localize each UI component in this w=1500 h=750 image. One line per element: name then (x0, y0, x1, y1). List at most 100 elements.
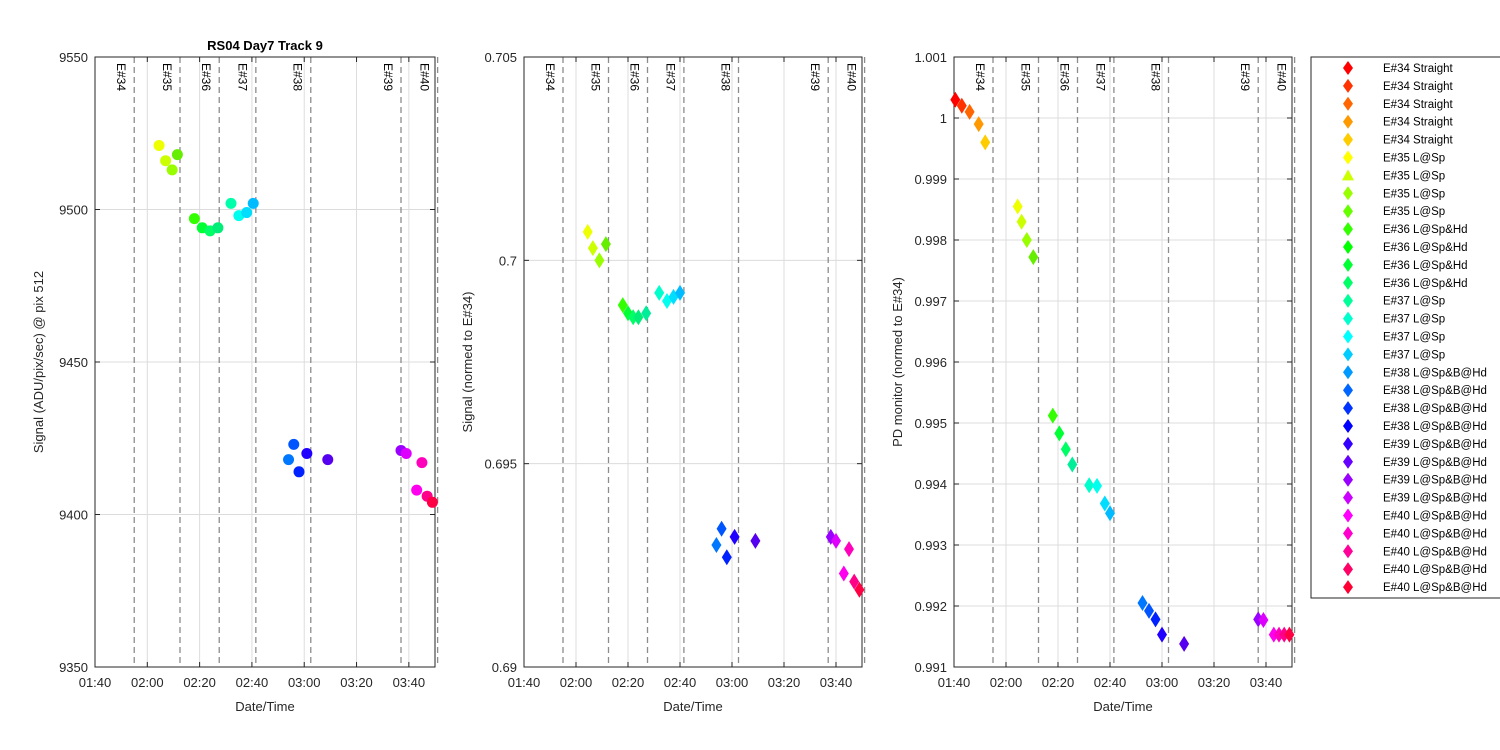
event-label: E#35 (1018, 63, 1032, 91)
data-point (1092, 477, 1102, 494)
legend-label: E#38 L@Sp&B@Hd (1383, 385, 1487, 397)
data-point (628, 309, 639, 326)
y-tick-label: 0.997 (914, 294, 947, 309)
x-tick-label: 02:20 (612, 675, 645, 690)
y-tick-label: 0.993 (914, 538, 947, 553)
legend-label: E#37 L@Sp (1383, 332, 1445, 344)
signal-normed-panel: E#34 E#35 E#36 E#37 E#38 E#39 E#40 01:40 02:00 02… (460, 50, 866, 714)
legend-label: E#35 L@Sp (1383, 206, 1445, 218)
event-label: E#38 (718, 63, 732, 91)
legend-marker (1343, 472, 1353, 487)
y-tick-label: 9350 (59, 660, 88, 675)
legend-marker (1343, 293, 1353, 308)
data-point (153, 139, 165, 151)
pd-monitor-panel: E#34 E#35 E#36 E#37 E#38 E#39 E#40 01:40 02:00 02… (890, 50, 1296, 714)
legend-marker (1343, 96, 1353, 111)
data-point (301, 448, 313, 459)
data-point (1150, 611, 1161, 628)
legend-label: E#39 L@Sp&B@Hd (1383, 475, 1487, 487)
data-point (1157, 626, 1167, 643)
event-label: E#34 (114, 63, 128, 91)
data-point (426, 496, 438, 508)
x-tick-label: 03:40 (820, 675, 853, 690)
legend-marker (1343, 580, 1353, 595)
y-axis-label: Signal (normed to E#34) (460, 292, 475, 433)
legend-label: E#36 L@Sp&Hd (1383, 242, 1468, 254)
y-tick-label: 0.996 (914, 355, 947, 370)
data-point (1279, 626, 1290, 643)
legend-label: E#34 Straight (1383, 117, 1453, 129)
legend-label: E#40 L@Sp&B@Hd (1383, 528, 1487, 540)
y-tick-label: 0.69 (492, 660, 517, 675)
legend-marker (1343, 114, 1353, 129)
legend-marker (1343, 275, 1353, 290)
legend-marker (1343, 454, 1353, 469)
x-tick-label: 01:40 (508, 675, 541, 690)
data-point (188, 213, 200, 225)
legend-label: E#39 L@Sp&B@Hd (1383, 439, 1487, 451)
data-point (711, 537, 722, 553)
data-point (750, 532, 761, 549)
data-point (166, 164, 178, 176)
data-point (582, 223, 593, 240)
event-label: E#39 (1238, 63, 1252, 91)
event-label: E#38 (291, 63, 305, 91)
data-point (225, 197, 237, 209)
legend-label: E#34 Straight (1383, 135, 1453, 147)
x-tick-label: 02:00 (990, 675, 1023, 690)
y-tick-label: 9500 (59, 203, 88, 218)
legend-marker (1343, 132, 1353, 147)
y-tick-label: 0.998 (914, 233, 947, 248)
legend-marker (1343, 365, 1353, 380)
data-point (956, 97, 967, 114)
y-tick-label: 0.7 (499, 253, 517, 268)
data-point (641, 305, 652, 322)
legend-label: E#34 Straight (1383, 99, 1453, 111)
y-tick-label: 0.995 (914, 416, 947, 431)
event-label: E#38 (1148, 63, 1162, 91)
data-point (980, 134, 991, 151)
data-point (400, 448, 412, 459)
legend-label: E#37 L@Sp (1383, 296, 1445, 308)
data-point (831, 532, 841, 549)
legend-label: E#36 L@Sp&Hd (1383, 278, 1468, 290)
legend-label: E#38 L@Sp&B@Hd (1383, 421, 1487, 433)
data-point (654, 284, 665, 301)
legend-marker (1343, 526, 1353, 541)
event-label: E#40 (844, 63, 858, 91)
legend-box (1310, 56, 1500, 599)
data-point (838, 565, 849, 582)
x-tick-label: 03:00 (1146, 675, 1179, 690)
legend-marker (1343, 329, 1353, 344)
event-label: E#36 (627, 63, 641, 91)
x-tick-label: 02:40 (664, 675, 697, 690)
x-axis-label: Date/Time (1093, 699, 1152, 714)
event-label: E#34 (973, 63, 987, 91)
legend-label: E#34 Straight (1383, 81, 1453, 93)
legend-label: E#37 L@Sp (1383, 349, 1445, 361)
x-tick-label: 03:20 (1198, 675, 1231, 690)
data-point (1028, 249, 1039, 266)
x-tick-label: 01:40 (938, 675, 971, 690)
y-tick-label: 0.999 (914, 172, 947, 187)
legend-marker (1343, 240, 1353, 254)
data-point (247, 197, 259, 209)
y-tick-label: 0.992 (914, 599, 947, 614)
x-tick-label: 02:20 (183, 675, 216, 690)
data-point (1274, 626, 1284, 643)
legend-marker (1343, 562, 1353, 577)
data-point (587, 240, 598, 257)
event-label: E#36 (199, 63, 213, 91)
data-point (322, 454, 334, 466)
legend-marker (1343, 150, 1353, 165)
legend: E#34 Straight E#34 Straight E#34 Straight E… (1310, 56, 1500, 599)
data-point (1099, 495, 1110, 512)
y-tick-label: 1 (940, 111, 947, 126)
data-point (1268, 626, 1279, 643)
data-point (849, 573, 860, 590)
data-point (1054, 425, 1065, 442)
legend-marker (1343, 508, 1353, 523)
data-point (171, 149, 183, 161)
legend-marker (1343, 401, 1353, 416)
